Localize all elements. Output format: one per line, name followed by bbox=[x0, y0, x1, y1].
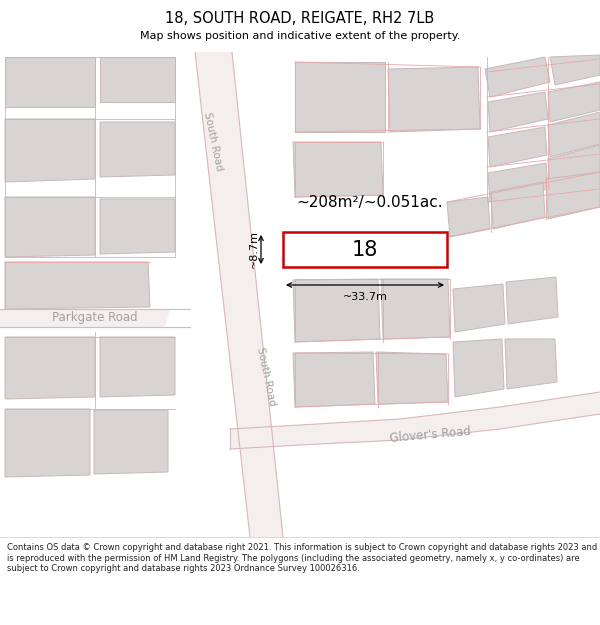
Polygon shape bbox=[488, 163, 548, 202]
Text: South Road: South Road bbox=[202, 112, 224, 173]
Polygon shape bbox=[506, 277, 558, 324]
Text: South Road: South Road bbox=[255, 347, 277, 408]
Polygon shape bbox=[548, 82, 600, 122]
Polygon shape bbox=[548, 112, 600, 157]
Polygon shape bbox=[293, 352, 375, 407]
Polygon shape bbox=[388, 67, 480, 132]
Polygon shape bbox=[100, 337, 175, 397]
Polygon shape bbox=[94, 410, 168, 474]
Polygon shape bbox=[293, 279, 380, 342]
Polygon shape bbox=[548, 145, 600, 192]
Text: ~33.7m: ~33.7m bbox=[343, 292, 388, 302]
Polygon shape bbox=[376, 352, 448, 404]
Polygon shape bbox=[0, 309, 170, 327]
Polygon shape bbox=[100, 199, 175, 254]
Polygon shape bbox=[505, 339, 557, 389]
Polygon shape bbox=[488, 127, 547, 167]
Polygon shape bbox=[381, 279, 450, 339]
Text: Parkgate Road: Parkgate Road bbox=[52, 311, 138, 324]
Text: ~208m²/~0.051ac.: ~208m²/~0.051ac. bbox=[296, 194, 443, 209]
Bar bbox=[283, 232, 447, 267]
Polygon shape bbox=[546, 172, 600, 219]
Text: 18: 18 bbox=[352, 239, 378, 259]
Text: Contains OS data © Crown copyright and database right 2021. This information is : Contains OS data © Crown copyright and d… bbox=[7, 543, 598, 573]
Text: 18, SOUTH ROAD, REIGATE, RH2 7LB: 18, SOUTH ROAD, REIGATE, RH2 7LB bbox=[166, 11, 434, 26]
Polygon shape bbox=[100, 57, 175, 102]
Polygon shape bbox=[5, 409, 90, 477]
Polygon shape bbox=[453, 339, 504, 397]
Text: ~8.7m: ~8.7m bbox=[249, 231, 259, 269]
Polygon shape bbox=[5, 57, 95, 107]
Polygon shape bbox=[5, 119, 95, 182]
Polygon shape bbox=[485, 57, 550, 97]
Polygon shape bbox=[5, 262, 150, 309]
Text: Glover's Road: Glover's Road bbox=[389, 425, 471, 445]
Polygon shape bbox=[488, 92, 548, 132]
Polygon shape bbox=[491, 182, 545, 229]
Polygon shape bbox=[293, 142, 383, 197]
Polygon shape bbox=[295, 62, 385, 132]
Polygon shape bbox=[550, 55, 600, 85]
Text: Map shows position and indicative extent of the property.: Map shows position and indicative extent… bbox=[140, 31, 460, 41]
Polygon shape bbox=[5, 197, 95, 257]
Polygon shape bbox=[5, 337, 95, 399]
Polygon shape bbox=[230, 392, 600, 449]
Polygon shape bbox=[447, 197, 490, 237]
Polygon shape bbox=[195, 52, 283, 537]
Polygon shape bbox=[100, 122, 175, 177]
Polygon shape bbox=[453, 284, 505, 332]
